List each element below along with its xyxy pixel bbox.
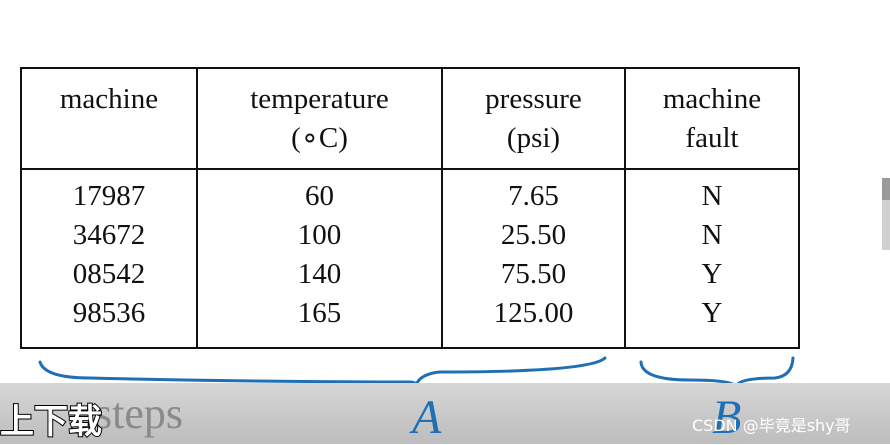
header-cell: temperature <box>250 83 389 115</box>
table-cell: N <box>701 180 723 212</box>
header-cell: (∘C) <box>291 122 348 154</box>
table-cell: 7.65 <box>508 180 559 212</box>
header-cell: machine <box>662 83 762 115</box>
column-divider <box>624 69 626 347</box>
column-divider <box>441 69 443 347</box>
watermark: CSDN @毕竟是shy哥 <box>692 416 851 435</box>
header-cell: fault <box>685 122 739 154</box>
header-cell: (psi) <box>506 122 561 154</box>
table-cell: 60 <box>305 180 334 212</box>
table: machine temperature (∘C) pressure (psi) machi… <box>20 67 800 349</box>
table-cell: 25.50 <box>500 219 567 251</box>
table-cell: 100 <box>297 219 342 251</box>
header-divider <box>22 168 798 170</box>
table-cell: 140 <box>297 258 342 290</box>
table-cell: 98536 <box>72 297 146 329</box>
table-cell: 08542 <box>72 258 146 290</box>
table-cell: 34672 <box>72 219 146 251</box>
table-cell: 75.50 <box>500 258 567 290</box>
table-cell: 17987 <box>72 180 146 212</box>
subtitle: 上下载 <box>0 401 103 443</box>
table-cell: 125.00 <box>493 297 574 329</box>
header-cell: pressure <box>485 83 582 115</box>
column-divider <box>196 69 198 347</box>
table-cell: N <box>701 219 723 251</box>
faded-text: steps <box>95 389 183 438</box>
header-cell: machine <box>59 83 159 115</box>
table-cell: Y <box>701 258 723 290</box>
table-cell: 165 <box>297 297 342 329</box>
caption-band <box>0 383 890 444</box>
table-cell: Y <box>701 297 723 329</box>
annotation-label: B <box>712 391 742 444</box>
annotation-label: A <box>412 391 442 444</box>
scrollbar-track <box>882 200 890 250</box>
brace-b <box>639 356 795 389</box>
brace-a <box>38 356 607 389</box>
